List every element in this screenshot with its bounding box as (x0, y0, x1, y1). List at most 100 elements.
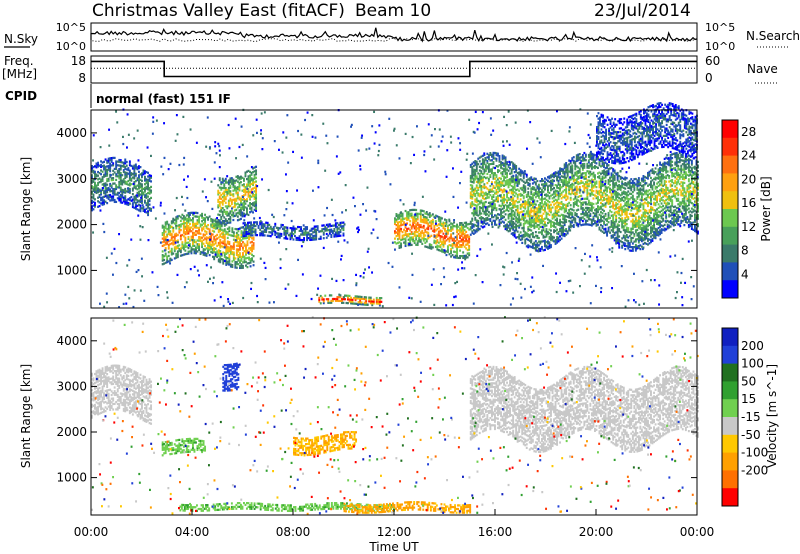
power-cell (322, 231, 325, 234)
power-cell (556, 219, 559, 222)
power-cell (572, 203, 575, 207)
power-cell (375, 298, 378, 302)
power-cell (138, 185, 140, 188)
power-cell (500, 184, 503, 188)
power-cell (252, 171, 255, 174)
power-cell (539, 247, 542, 251)
power-cell (222, 251, 225, 254)
power-cell (460, 255, 463, 258)
power-cell (211, 242, 214, 245)
power-cell (244, 222, 246, 225)
power-cell (503, 177, 506, 180)
power-cell (336, 235, 339, 238)
power-cell (223, 183, 226, 186)
power-cell (243, 255, 246, 258)
power-cell (575, 159, 578, 163)
power-cell (178, 244, 181, 247)
power-cell (481, 167, 484, 170)
power-cell (556, 223, 559, 226)
power-cell (610, 210, 613, 214)
power-cell (198, 239, 201, 242)
power-cell (472, 174, 475, 177)
power-cell (263, 234, 266, 237)
power-cell (606, 188, 609, 191)
power-cell (539, 198, 542, 201)
power-cell (436, 228, 439, 231)
power-cell (255, 169, 258, 172)
power-cell (247, 190, 250, 193)
power-cell (398, 230, 401, 233)
power-cell (192, 244, 194, 247)
power-cell (487, 188, 490, 192)
power-cell (612, 201, 615, 204)
power-cell (204, 233, 207, 237)
power-cell (562, 217, 565, 221)
power-cell (553, 221, 556, 225)
power-cell (454, 254, 457, 257)
power-cell (484, 193, 487, 196)
power-cell (161, 244, 164, 248)
power-cell (522, 184, 525, 187)
power-cell (121, 190, 124, 193)
power-cell (128, 202, 131, 205)
power-cell (225, 252, 228, 255)
power-cell (106, 161, 109, 164)
power-cell (284, 235, 287, 238)
power-cell (255, 173, 258, 176)
power-cell (107, 166, 110, 169)
power-cell (112, 199, 115, 202)
power-cell (322, 300, 325, 303)
power-cell (104, 193, 107, 196)
power-cell (133, 199, 136, 202)
power-cell (375, 300, 378, 303)
power-cell (303, 237, 306, 240)
power-cell (182, 215, 185, 218)
power-cell (116, 175, 119, 178)
power-cell (489, 201, 492, 204)
power-cell (510, 225, 513, 228)
power-cell (531, 186, 534, 189)
power-cell (106, 191, 109, 194)
power-cell (322, 233, 325, 236)
power-cell (533, 223, 536, 226)
power-cell (422, 235, 425, 239)
power-cell (542, 208, 545, 212)
power-cell (217, 220, 220, 224)
power-cell (427, 228, 430, 231)
power-cell (255, 176, 258, 179)
power-cell (233, 201, 236, 205)
power-cell (510, 227, 513, 230)
power-cell (104, 158, 107, 161)
power-cell (483, 205, 486, 208)
power-cell (537, 224, 540, 227)
power-cell (515, 174, 518, 177)
power-cell (190, 237, 193, 240)
power-cell (574, 202, 577, 206)
power-cell (562, 228, 565, 232)
power-cell (225, 256, 228, 259)
power-cell (465, 234, 468, 237)
power-cell (509, 180, 512, 183)
power-cell (478, 180, 481, 183)
power-cell (202, 222, 205, 225)
power-cell (232, 231, 235, 234)
power-cell (224, 179, 227, 182)
power-cell (619, 203, 622, 206)
power-cell (225, 260, 228, 263)
power-cell (229, 217, 232, 220)
power-cell (445, 219, 448, 222)
power-cell (430, 234, 433, 237)
power-cell (539, 214, 542, 218)
power-cell (492, 195, 495, 199)
power-cell (232, 185, 235, 189)
power-cell (228, 228, 231, 231)
power-cell (578, 153, 581, 156)
power-cell (516, 195, 519, 198)
power-cell (245, 234, 248, 237)
power-cell (548, 241, 551, 244)
power-cell (238, 203, 241, 207)
power-cell (252, 204, 255, 207)
power-cell (144, 179, 146, 182)
power-cell (580, 159, 583, 163)
power-cell (592, 171, 595, 174)
